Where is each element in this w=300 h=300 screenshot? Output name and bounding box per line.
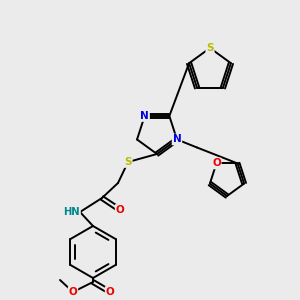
Text: S: S <box>206 43 214 53</box>
Text: O: O <box>69 287 77 297</box>
Text: N: N <box>140 111 149 121</box>
Text: O: O <box>106 287 114 297</box>
Text: HN: HN <box>63 207 80 217</box>
Text: N: N <box>172 134 181 145</box>
Text: S: S <box>124 157 132 167</box>
Text: O: O <box>116 205 124 215</box>
Text: O: O <box>212 158 221 168</box>
